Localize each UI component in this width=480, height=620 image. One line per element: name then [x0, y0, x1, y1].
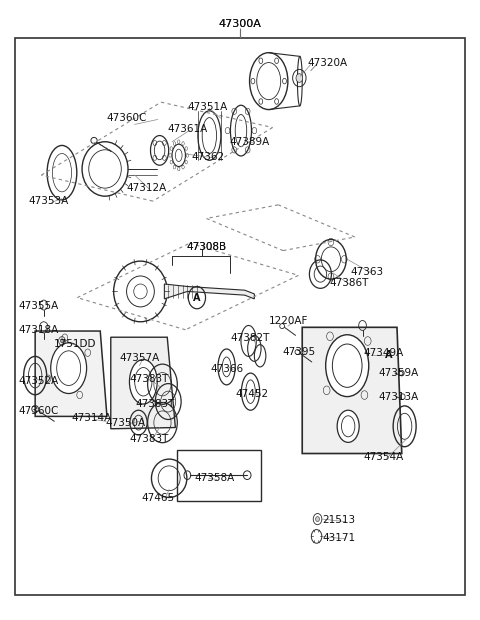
Bar — [177, 450, 261, 500]
Ellipse shape — [325, 335, 369, 397]
Text: 47362: 47362 — [191, 151, 224, 162]
Text: 21513: 21513 — [323, 515, 356, 525]
Text: 47355A: 47355A — [19, 301, 59, 311]
Text: 47465: 47465 — [142, 493, 175, 503]
Text: 47351A: 47351A — [187, 102, 228, 112]
Text: 47366: 47366 — [210, 364, 243, 374]
Polygon shape — [35, 331, 107, 417]
Text: 47350A: 47350A — [105, 418, 145, 428]
Text: 47308B: 47308B — [186, 242, 227, 252]
Polygon shape — [111, 337, 175, 429]
Text: 47357A: 47357A — [120, 353, 160, 363]
Text: A: A — [193, 293, 201, 303]
Text: 47314A: 47314A — [72, 414, 112, 423]
Text: 47386T: 47386T — [329, 278, 368, 288]
Polygon shape — [164, 284, 254, 299]
Text: 47382T: 47382T — [230, 333, 270, 343]
Text: 47312A: 47312A — [126, 182, 167, 193]
Text: 47389A: 47389A — [229, 137, 270, 147]
Polygon shape — [302, 327, 402, 453]
Text: 47360C: 47360C — [106, 113, 146, 123]
Text: 47395: 47395 — [282, 347, 315, 357]
Circle shape — [60, 339, 63, 343]
Text: 47383T: 47383T — [129, 374, 168, 384]
Text: 47360C: 47360C — [19, 407, 59, 417]
Text: 47383T: 47383T — [136, 399, 175, 409]
Circle shape — [296, 74, 303, 82]
Text: 47300A: 47300A — [218, 19, 262, 29]
Text: 47361A: 47361A — [167, 124, 207, 134]
Text: 1751DD: 1751DD — [53, 339, 96, 349]
Text: 47353A: 47353A — [28, 196, 69, 206]
Text: 47363: 47363 — [350, 267, 383, 277]
Text: 47300A: 47300A — [218, 19, 262, 29]
Text: 47383T: 47383T — [129, 433, 168, 444]
Text: 47313A: 47313A — [379, 392, 419, 402]
Text: A: A — [384, 350, 392, 360]
Text: 47352A: 47352A — [19, 376, 59, 386]
Ellipse shape — [51, 343, 86, 394]
Text: 47452: 47452 — [235, 389, 268, 399]
Text: 47308B: 47308B — [186, 242, 227, 252]
Text: 47359A: 47359A — [379, 368, 419, 378]
Text: 47318A: 47318A — [19, 325, 59, 335]
Circle shape — [316, 516, 320, 521]
Text: 47354A: 47354A — [363, 452, 404, 463]
Text: 1220AF: 1220AF — [269, 316, 308, 326]
Text: 43171: 43171 — [323, 533, 356, 542]
Ellipse shape — [130, 360, 157, 404]
Ellipse shape — [337, 410, 359, 443]
Text: 47349A: 47349A — [363, 348, 404, 358]
Text: 47320A: 47320A — [307, 58, 347, 68]
Text: 47358A: 47358A — [194, 473, 234, 483]
